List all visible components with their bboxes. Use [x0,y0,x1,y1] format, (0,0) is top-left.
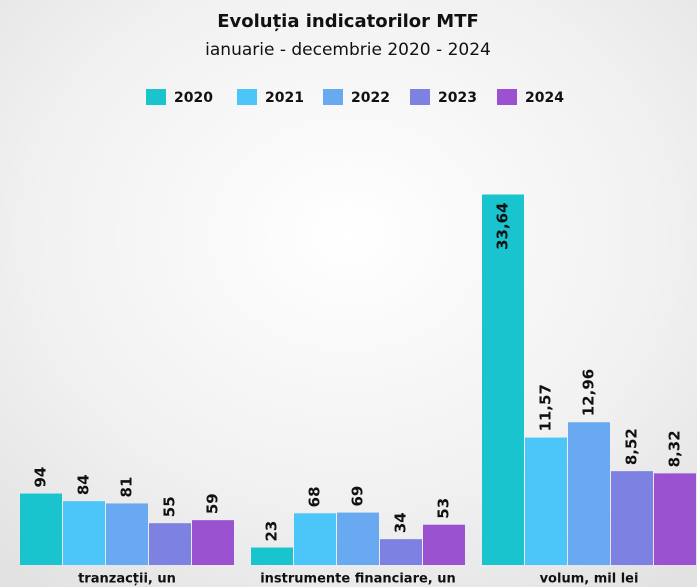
value-label: 11,57 [537,384,555,431]
value-label: 55 [161,496,179,517]
chart-title: Evoluția indicatorilor MTF [217,11,479,32]
bar [482,194,524,565]
value-label: 59 [204,493,222,514]
bar [423,524,465,565]
value-label: 84 [75,474,93,495]
chart-subtitle: ianuarie - decembrie 2020 - 2024 [205,40,491,60]
legend-swatch [146,89,166,105]
bar [294,513,336,565]
bar [611,471,653,565]
bar [20,493,62,565]
legend-label: 2020 [174,90,213,106]
legend-label: 2021 [265,90,304,106]
bar [654,473,696,565]
bar [149,523,191,565]
bar [380,539,422,565]
value-label: 8,32 [666,430,684,467]
x-tick-label: tranzacții, un [78,572,176,587]
bar [106,503,148,565]
value-label: 34 [392,512,410,533]
legend-label: 2024 [525,90,564,106]
legend-swatch [323,89,343,105]
value-label: 53 [435,498,453,519]
x-tick-label: instrumente financiare, un [260,572,456,587]
bar [63,501,105,565]
value-label: 69 [349,486,367,507]
bar [337,512,379,565]
value-label: 94 [32,467,50,488]
x-tick-label: volum, mil lei [540,572,639,587]
legend-label: 2022 [351,90,390,106]
bar [525,437,567,565]
legend-swatch [237,89,257,105]
value-label: 81 [118,477,136,498]
value-label: 8,52 [623,428,641,465]
legend-swatch [497,89,517,105]
value-label: 12,96 [580,369,598,416]
bar [251,547,293,565]
value-label: 23 [263,521,281,542]
value-label: 68 [306,486,324,507]
bar [568,422,610,565]
bar [192,520,234,565]
value-label: 33,64 [494,202,512,249]
legend-label: 2023 [438,90,477,106]
legend-swatch [410,89,430,105]
